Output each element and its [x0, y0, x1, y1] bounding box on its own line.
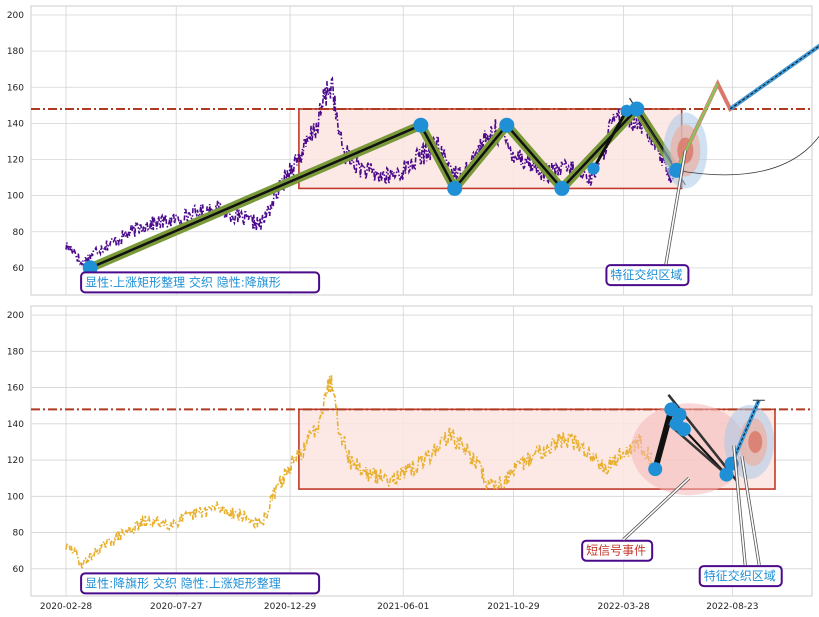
projection-target-dash	[731, 400, 760, 464]
bottom-panel: 60 80 100 120 140 160 180 200 2020-02-28 2020-07-…	[7, 305, 813, 612]
annotation-box	[698, 565, 783, 588]
projection-arc	[676, 135, 819, 176]
flag-pole-line	[592, 110, 628, 170]
annotation-box	[80, 271, 321, 294]
pattern-node	[554, 180, 570, 196]
y-tick-label: 200	[7, 11, 24, 21]
x-tick-label: 2021-10-29	[487, 602, 540, 612]
projection-target-dash	[729, 45, 819, 110]
pattern-description-label: 显性:降旗形 交织 隐性:上涨矩形整理	[85, 575, 281, 590]
y-tick-label: 160	[7, 83, 24, 93]
pattern-node	[447, 180, 463, 196]
pattern-node	[648, 462, 663, 477]
pattern-node	[719, 467, 734, 482]
y-tick-label: 60	[13, 565, 25, 575]
y-tick-label: 120	[7, 156, 24, 166]
x-tick-label: 2022-03-28	[597, 602, 650, 612]
y-tick-label: 120	[7, 456, 24, 466]
y-tick-label: 140	[7, 119, 24, 129]
x-tick-label: 2020-12-29	[264, 602, 317, 612]
annotation-arrow	[622, 477, 690, 541]
top-panel: 60 80 100 120 140 160 180 200 显性:上涨矩形整理 交织 隐性:降旗…	[7, 5, 819, 296]
annotation-arrow	[733, 445, 747, 566]
flag-node	[620, 104, 633, 117]
pattern-node	[413, 117, 429, 133]
feature-region-core	[748, 430, 763, 453]
pattern-node	[629, 101, 645, 117]
y-tick-label: 80	[13, 529, 25, 539]
annotation-box	[80, 572, 321, 595]
flag-pole-line	[652, 408, 675, 470]
y-tick-label: 180	[7, 47, 24, 57]
annotation-arrow	[741, 456, 761, 566]
pattern-node	[672, 407, 687, 422]
x-tick-label: 2020-07-27	[150, 602, 202, 612]
price-series-line	[65, 374, 653, 570]
y-tick-label: 60	[13, 264, 25, 274]
annotation-box	[605, 264, 690, 287]
short-signal-label: 短信号事件	[586, 544, 646, 558]
x-tick-label: 2021-06-01	[377, 602, 429, 612]
y-tick-label: 140	[7, 420, 24, 430]
y-tick-label: 200	[7, 311, 24, 321]
y-tick-label: 160	[7, 384, 24, 394]
feature-region-label: 特征交织区域	[704, 568, 776, 583]
x-tick-label: 2020-02-28	[40, 602, 93, 612]
pattern-node	[499, 117, 515, 133]
y-tick-label: 80	[13, 228, 25, 238]
y-tick-label: 180	[7, 347, 24, 357]
flag-node	[587, 162, 600, 175]
pattern-node	[676, 422, 691, 437]
x-tick-label: 2022-08-23	[706, 602, 758, 612]
annotation-box	[581, 539, 654, 562]
y-tick-label: 100	[7, 492, 24, 502]
annotation-arrow	[665, 150, 687, 265]
y-tick-label: 100	[7, 192, 24, 202]
feature-region-label: 特征交织区域	[610, 267, 682, 282]
pattern-description-label: 显性:上涨矩形整理 交织 隐性:降旗形	[85, 274, 281, 289]
